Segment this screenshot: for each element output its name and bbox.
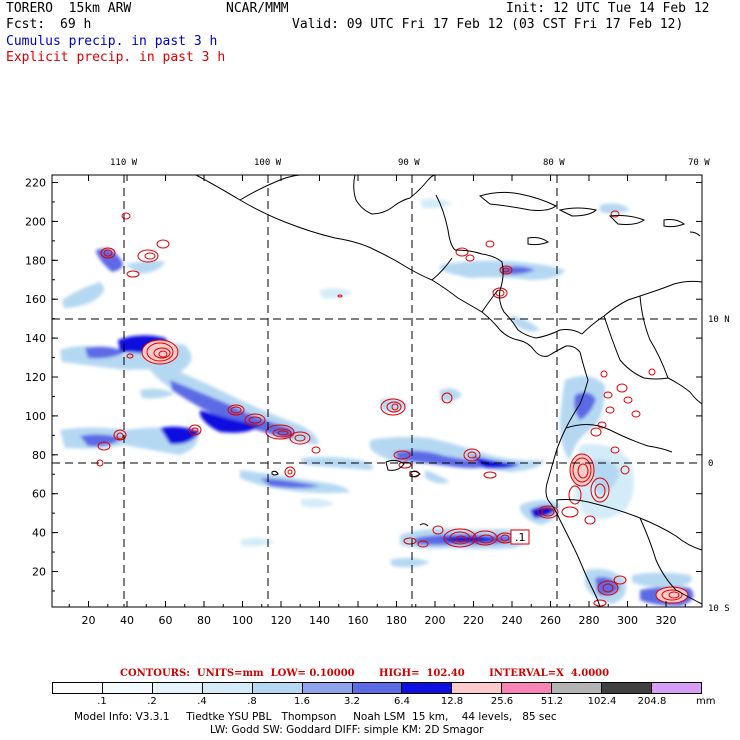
x-axis-label: 200: [425, 614, 446, 627]
top-axis-label: 70 W: [688, 158, 710, 168]
x-axis-label: 260: [540, 614, 561, 627]
colorbar-swatch: [552, 683, 603, 693]
y-axis-label: 220: [25, 177, 46, 190]
x-axis-label: 180: [386, 614, 407, 627]
x-axis-label: 100: [232, 614, 253, 627]
y-axis-labels: 220 200 180 160 140 120 100 80 60 40 20: [25, 177, 702, 592]
y-axis-label: 140: [25, 332, 46, 345]
colorbar-label: .8: [247, 696, 257, 707]
colorbar-swatch: [202, 683, 253, 693]
cumulus-precip-shading: [60, 198, 694, 606]
x-axis-label: 60: [159, 614, 173, 627]
graticule: [52, 175, 702, 607]
legend-cumulus: Cumulus precip. in past 3 h: [6, 34, 218, 49]
legend-explicit: Explicit precip. in past 3 h: [6, 50, 226, 65]
x-axis-label: 220: [463, 614, 484, 627]
max-marker-label: .1: [515, 531, 526, 544]
colorbar-swatch: [302, 683, 353, 693]
top-axis-label: 100 W: [254, 158, 282, 168]
x-axis-label: 240: [502, 614, 523, 627]
colorbar-swatch: [502, 683, 553, 693]
colorbar-label: 1.6: [294, 696, 310, 707]
x-axis-label: 40: [120, 614, 134, 627]
colorbar-label: 3.2: [344, 696, 360, 707]
center-title: NCAR/MMM: [226, 1, 289, 16]
y-axis-label: 200: [25, 215, 46, 228]
colorbar-label: 25.6: [490, 696, 514, 707]
init-time: Init: 12 UTC Tue 14 Feb 12: [506, 1, 710, 16]
x-axis-label: 80: [197, 614, 211, 627]
y-axis-label: 160: [25, 293, 46, 306]
right-axis-label: 0: [708, 459, 713, 469]
x-axis-label: 320: [656, 614, 677, 627]
x-axis-label: 160: [348, 614, 369, 627]
explicit-precip-contours: [96, 210, 689, 607]
colorbar-swatch: [352, 683, 403, 693]
colorbar-label: 204.8: [637, 696, 667, 707]
forecast-hour: 69 h: [60, 17, 92, 32]
colorbar-label: 6.4: [394, 696, 410, 707]
y-axis-label: 80: [32, 449, 46, 462]
model-info: Model Info: V3.3.1 Tiedtke YSU PBL Thomp…: [74, 711, 557, 737]
colorbar-swatch: [53, 683, 103, 693]
colorbar-swatch: [652, 683, 701, 693]
colorbar-swatch: [102, 683, 153, 693]
top-axis-label: 90 W: [398, 158, 420, 168]
colorbar-label: 102.4: [587, 696, 617, 707]
forecast-label: Fcst:: [6, 17, 46, 32]
y-axis-label: 180: [25, 254, 46, 267]
top-axis-label: 80 W: [543, 158, 565, 168]
x-axis-label: 20: [82, 614, 96, 627]
valid-time: Valid: 09 UTC Fri 17 Feb 12 (03 CST Fri …: [292, 17, 684, 32]
y-axis-label: 40: [32, 527, 46, 540]
colorbar-label: .4: [197, 696, 207, 707]
x-axis-labels: 20 40 60 80 100 120 140 160 180 200 220 240 260 280 30…: [68, 175, 686, 627]
x-axis-label: 120: [271, 614, 292, 627]
max-marker-box: [510, 529, 530, 545]
model-info-line1: Model Info: V3.3.1 Tiedtke YSU PBL Thomp…: [74, 711, 557, 723]
contour-info: CONTOURS: UNITS=mm LOW= 0.10000 HIGH= 10…: [120, 668, 610, 679]
colorbar-label: 12.8: [440, 696, 464, 707]
colorbar-label: .2: [147, 696, 157, 707]
x-axis-label: 280: [579, 614, 600, 627]
y-axis-label: 60: [32, 488, 46, 501]
right-axis-label: 10 N: [708, 315, 730, 325]
coastlines: [195, 175, 702, 607]
colorbar-swatch: [252, 683, 303, 693]
colorbar-swatch: [452, 683, 503, 693]
model-info-line2: LW: Godd SW: Goddard DIFF: simple KM: 2D…: [210, 724, 484, 736]
x-axis-label: 300: [617, 614, 638, 627]
colorbar-units: mm: [696, 696, 716, 707]
top-axis-labels: 110 W 100 W 90 W 80 W 70 W: [110, 158, 710, 168]
y-axis-label: 100: [25, 410, 46, 423]
right-axis-labels: 10 N 0 10 S: [708, 315, 730, 614]
y-axis-label: 120: [25, 371, 46, 384]
model-title: TORERO 15km ARW: [6, 1, 132, 16]
colorbar-swatch: [402, 683, 453, 693]
colorbar-label: .1: [97, 696, 107, 707]
right-axis-label: 10 S: [708, 604, 730, 614]
top-axis-label: 110 W: [110, 158, 138, 168]
y-axis-label: 20: [32, 566, 46, 579]
colorbar-label: 51.2: [540, 696, 564, 707]
colorbar: [52, 682, 702, 694]
colorbar-swatch: [152, 683, 203, 693]
colorbar-swatch: [602, 683, 653, 693]
x-axis-label: 140: [309, 614, 330, 627]
